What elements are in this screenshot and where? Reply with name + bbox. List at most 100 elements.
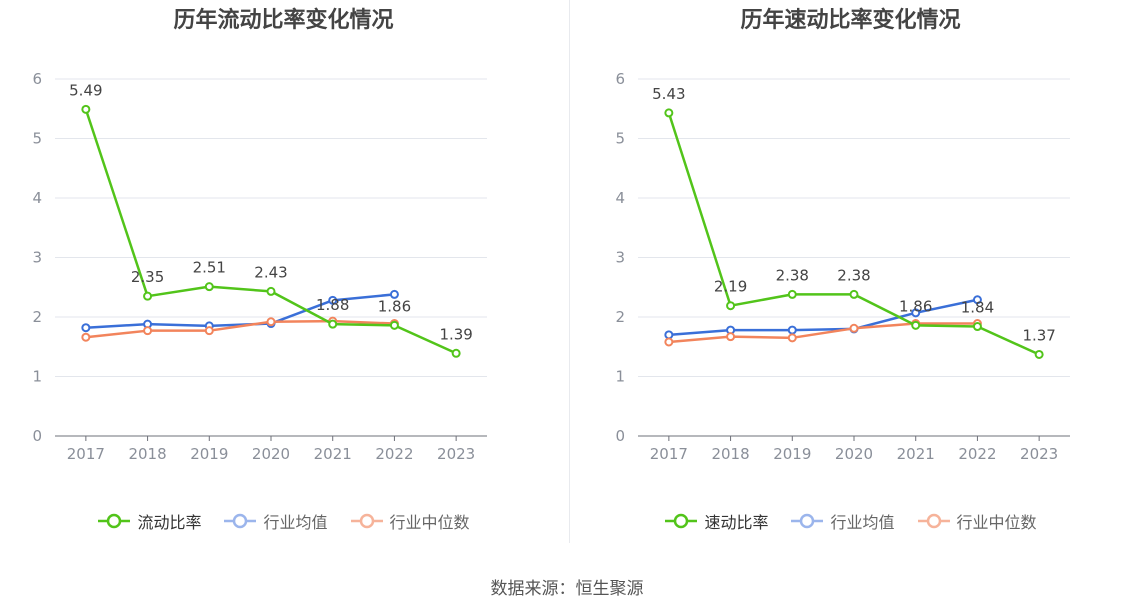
legend: 速动比率 行业均值 行业中位数 (567, 509, 1134, 533)
data-point (911, 320, 921, 330)
legend-label: 行业均值 (263, 513, 328, 532)
data-point (266, 286, 276, 296)
y-tick-label: 0 (615, 427, 625, 445)
x-tick-label: 2018 (711, 445, 749, 463)
line-chart-quick-ratio: 0 1 2 3 4 5 6 2017 2018 2019 2020 2021 2022 2023 5.43 2… (615, 70, 1070, 463)
legend-label: 行业中位数 (956, 513, 1037, 532)
y-tick-label: 4 (32, 189, 42, 207)
data-point (143, 291, 153, 301)
line-chart-current-ratio: 0 1 2 3 4 5 6 2017 2018 2019 2020 2021 2022 2023 5.49 2… (32, 70, 487, 463)
series-line (85, 319, 395, 339)
chart-title: 历年速动比率变化情况 (740, 8, 961, 33)
data-point (849, 289, 859, 299)
data-point (787, 333, 797, 343)
data-label: 5.43 (652, 85, 685, 103)
x-tick-label: 2022 (375, 445, 413, 463)
legend-line-marker-icon (224, 513, 257, 529)
legend-item-median[interactable]: 行业中位数 (917, 509, 1037, 533)
chart-panel-current-ratio: 历年流动比率变化情况 0 1 2 3 4 5 6 2017 2018 2019 2020 2021 20… (0, 0, 567, 560)
data-point (664, 330, 674, 340)
legend-line-marker-icon (350, 513, 383, 529)
data-point (451, 348, 461, 358)
data-label: 1.86 (378, 297, 411, 315)
data-label: 2.38 (837, 266, 870, 284)
x-tick-label: 2022 (958, 445, 996, 463)
data-label: 5.49 (69, 81, 102, 99)
data-point (726, 301, 736, 311)
data-point (972, 295, 982, 305)
legend-line-marker-icon (98, 513, 131, 529)
x-tick-label: 2021 (314, 445, 352, 463)
x-tick-label: 2019 (190, 445, 228, 463)
chart-title: 历年流动比率变化情况 (173, 8, 394, 33)
data-point (328, 319, 338, 329)
data-point (266, 317, 276, 327)
legend-line-marker-icon (791, 513, 824, 529)
legend-line-marker-icon (917, 513, 950, 529)
data-point (664, 337, 674, 347)
data-point (143, 326, 153, 336)
legend-label: 行业中位数 (389, 513, 470, 532)
legend-item-avg[interactable]: 行业均值 (790, 509, 895, 533)
y-tick-label: 5 (32, 130, 42, 148)
data-point (81, 323, 91, 333)
data-label: 1.84 (961, 299, 994, 317)
x-tick-label: 2017 (67, 445, 105, 463)
panel-divider (569, 0, 570, 543)
data-point (389, 320, 399, 330)
data-point (664, 108, 674, 118)
data-point (328, 295, 338, 305)
data-label: 1.86 (899, 297, 932, 315)
data-point (787, 325, 797, 335)
data-point (389, 289, 399, 299)
data-point (911, 308, 921, 318)
y-tick-label: 3 (32, 249, 42, 267)
legend-item-median[interactable]: 行业中位数 (350, 509, 470, 533)
legend-item-main[interactable]: 速动比率 (664, 509, 768, 533)
data-point (81, 104, 91, 114)
legend-label: 行业均值 (830, 513, 895, 532)
data-label: 1.88 (316, 296, 349, 314)
data-point (787, 289, 797, 299)
legend: 流动比率 行业均值 行业中位数 (0, 509, 567, 533)
data-label: 2.35 (131, 268, 164, 286)
legend-label: 流动比率 (137, 513, 202, 532)
x-tick-label: 2021 (897, 445, 935, 463)
legend-line-marker-icon (665, 513, 698, 529)
data-label: 2.43 (254, 263, 287, 281)
x-tick-label: 2020 (835, 445, 873, 463)
data-point (204, 326, 214, 336)
x-tick-label: 2023 (437, 445, 475, 463)
data-label: 1.37 (1022, 326, 1055, 344)
series-line (668, 298, 978, 337)
y-tick-label: 6 (32, 70, 42, 88)
data-point (972, 322, 982, 332)
legend-item-main[interactable]: 流动比率 (97, 509, 201, 533)
data-point (81, 332, 91, 342)
y-tick-label: 3 (615, 249, 625, 267)
x-tick-label: 2020 (252, 445, 290, 463)
series-line (668, 322, 978, 344)
x-tick-label: 2017 (650, 445, 688, 463)
data-point (726, 332, 736, 342)
chart-panel-quick-ratio: 历年速动比率变化情况 0 1 2 3 4 5 6 2017 2018 2019 2020 2021 20… (567, 0, 1134, 560)
data-label: 2.38 (776, 266, 809, 284)
y-tick-label: 6 (615, 70, 625, 88)
data-point (849, 323, 859, 333)
y-tick-label: 4 (615, 189, 625, 207)
data-label: 2.19 (714, 278, 747, 296)
y-tick-label: 2 (32, 308, 42, 326)
data-source-note: 数据来源：恒生聚源 (490, 579, 644, 599)
legend-item-avg[interactable]: 行业均值 (223, 509, 328, 533)
legend-label: 速动比率 (704, 513, 769, 532)
series-line (667, 112, 1040, 356)
y-tick-label: 1 (32, 368, 42, 386)
y-tick-label: 0 (32, 427, 42, 445)
data-label: 1.39 (439, 325, 472, 343)
data-point (204, 282, 214, 292)
series-line (85, 293, 395, 329)
x-tick-label: 2018 (128, 445, 166, 463)
x-tick-label: 2019 (773, 445, 811, 463)
y-tick-label: 1 (615, 368, 625, 386)
y-tick-label: 2 (615, 308, 625, 326)
